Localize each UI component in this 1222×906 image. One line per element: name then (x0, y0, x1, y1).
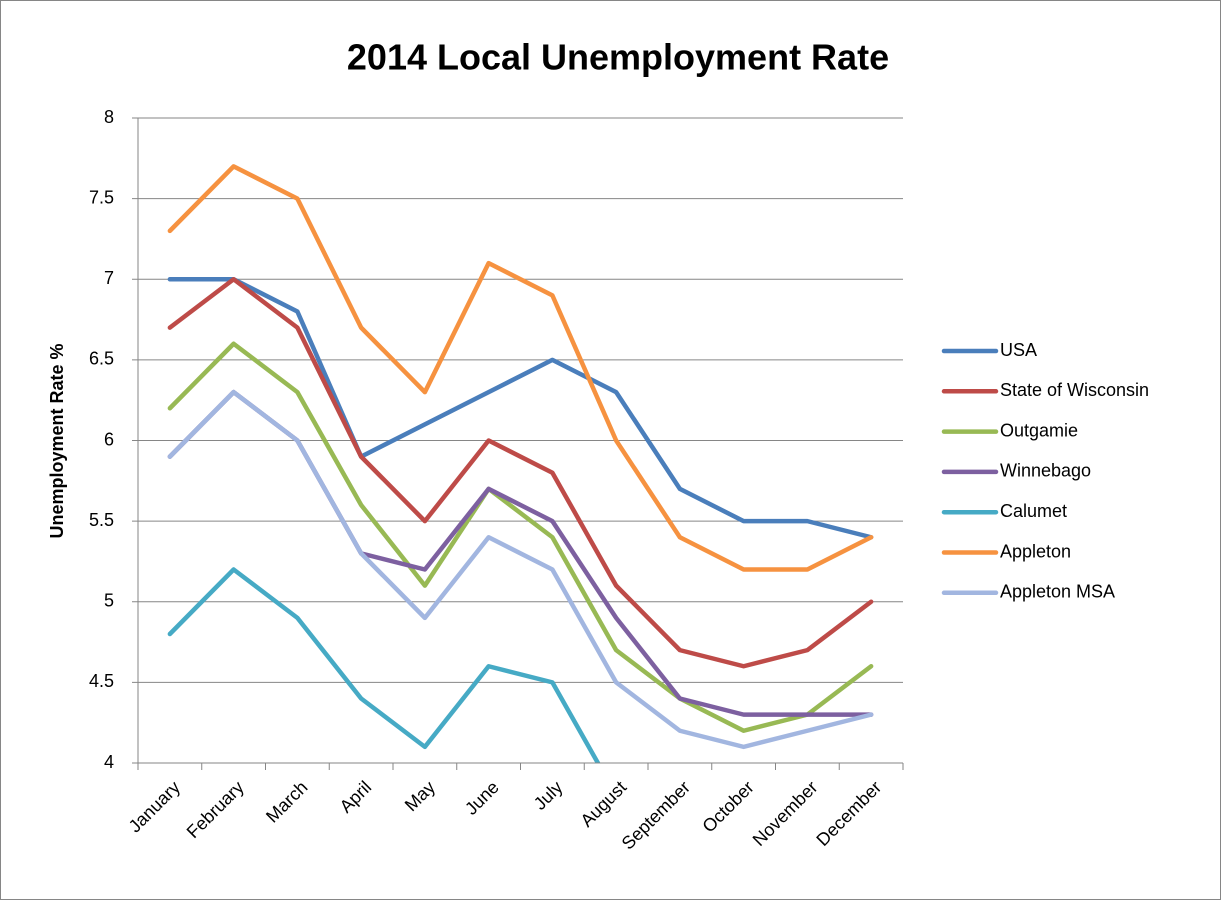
legend-label: Outgamie (1000, 420, 1078, 440)
y-tick-label: 4 (104, 752, 114, 772)
series-line (167, 164, 874, 572)
series-line (167, 277, 874, 540)
y-tick-label: 8 (104, 107, 114, 127)
legend-label: Appleton (1000, 541, 1071, 561)
y-tick-label: 7.5 (89, 187, 114, 207)
series-line (167, 389, 874, 750)
y-tick-label: 6 (104, 429, 114, 449)
y-tick-label: 4.5 (89, 671, 114, 691)
y-tick-label: 5.5 (89, 510, 114, 530)
legend-label: Appleton MSA (1000, 582, 1115, 602)
legend-label: State of Wisconsin (1000, 380, 1149, 400)
series-line (167, 341, 874, 733)
legend-label: Calumet (1000, 501, 1067, 521)
legend-label: USA (1000, 340, 1037, 360)
y-tick-label: 7 (104, 268, 114, 288)
series-line (167, 277, 874, 669)
series-line (167, 567, 601, 763)
y-axis-label: Unemployment Rate % (47, 343, 67, 538)
legend-label: Winnebago (1000, 461, 1091, 481)
chart-title: 2014 Local Unemployment Rate (347, 37, 889, 78)
y-tick-label: 5 (104, 591, 114, 611)
y-tick-label: 6.5 (89, 349, 114, 369)
